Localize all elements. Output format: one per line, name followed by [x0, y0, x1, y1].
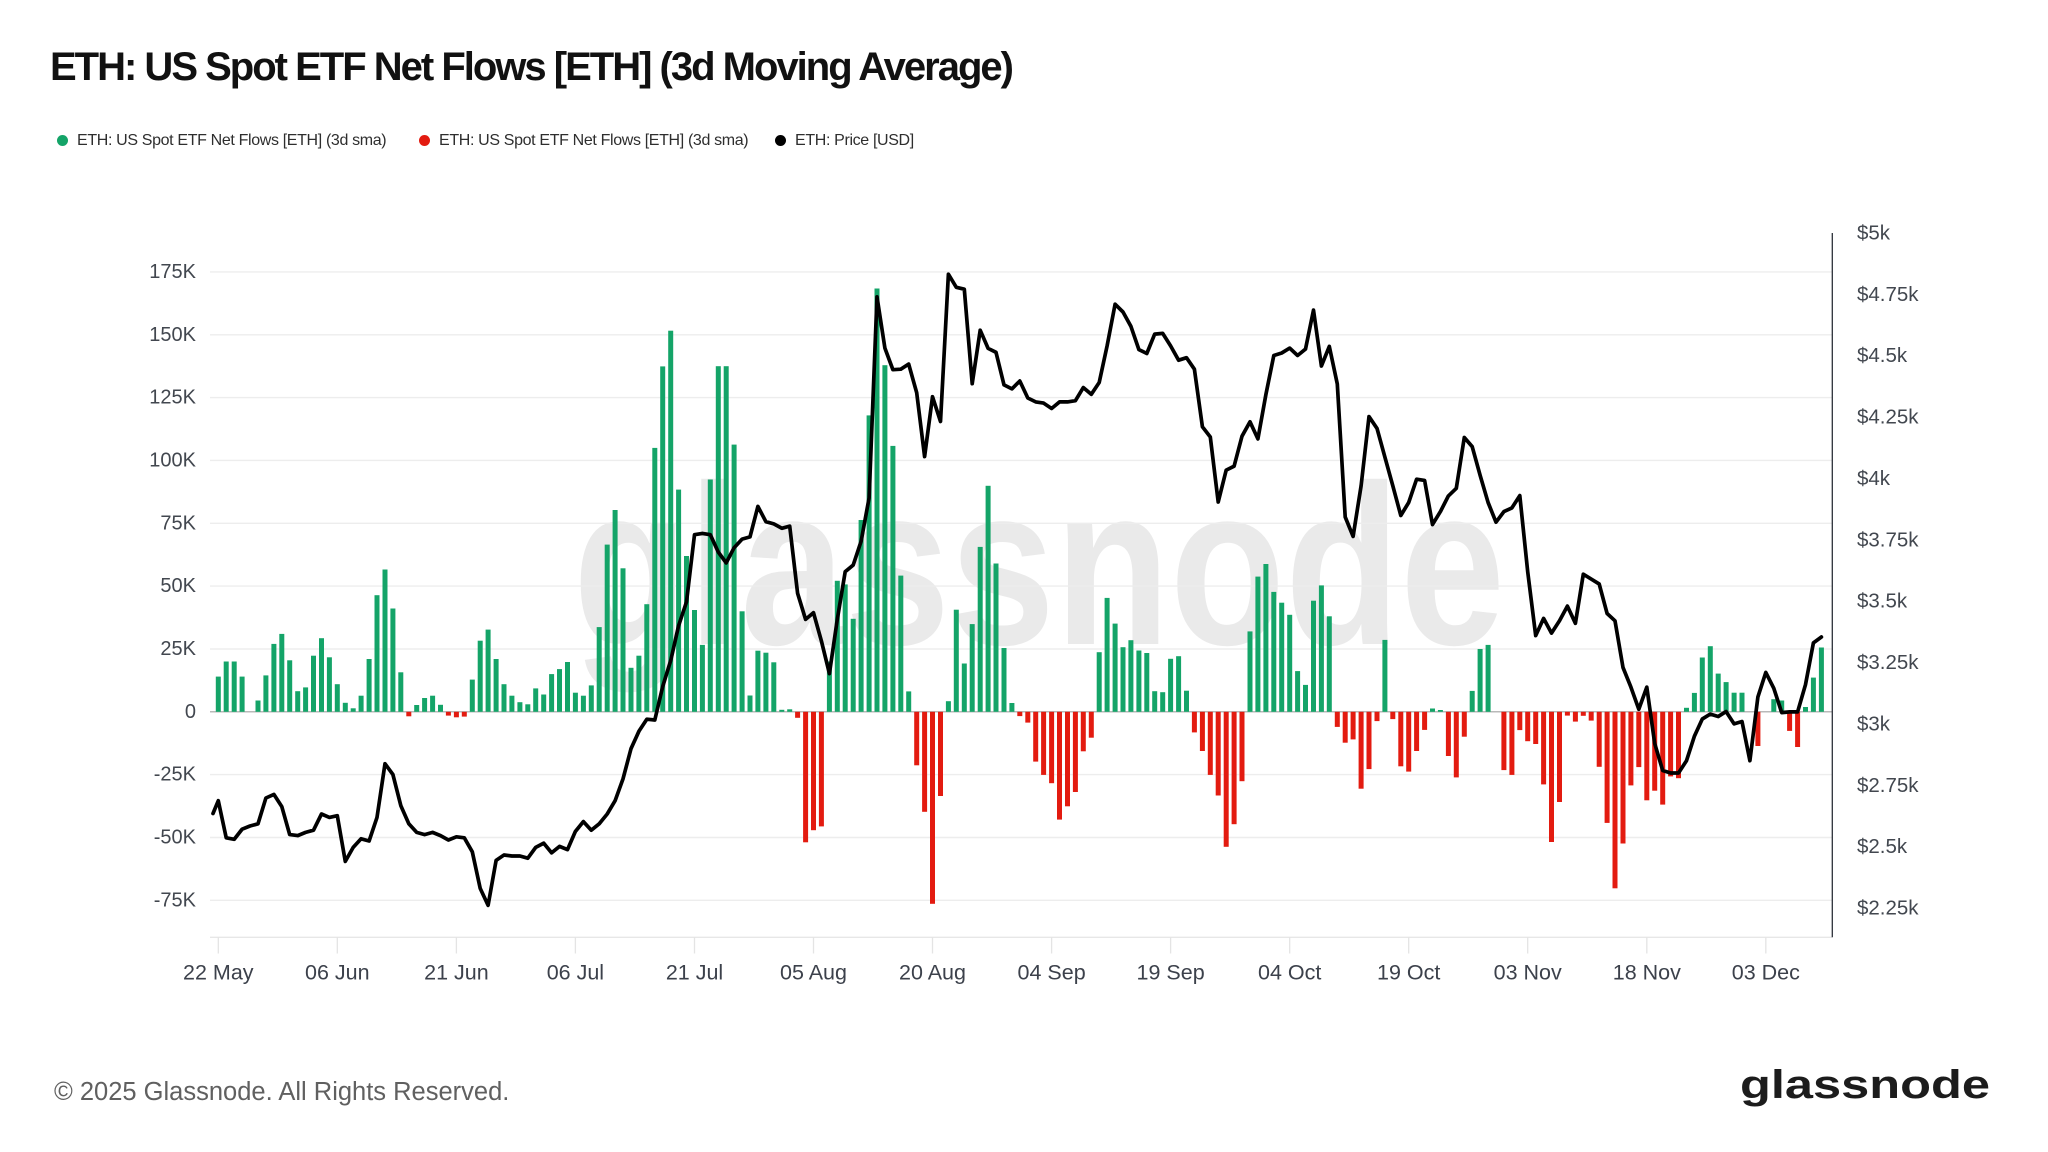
svg-text:06 Jun: 06 Jun: [305, 961, 370, 985]
svg-text:$3.5k: $3.5k: [1857, 590, 1908, 613]
svg-text:$2.25k: $2.25k: [1857, 897, 1919, 920]
svg-text:0: 0: [185, 701, 196, 723]
svg-text:06 Jul: 06 Jul: [547, 961, 604, 985]
svg-text:21 Jul: 21 Jul: [666, 961, 723, 985]
svg-text:$3k: $3k: [1857, 712, 1891, 735]
svg-text:$4.5k: $4.5k: [1857, 344, 1908, 367]
svg-text:glassnode: glassnode: [1740, 1063, 1990, 1107]
svg-text:$4.25k: $4.25k: [1857, 406, 1919, 429]
svg-text:05 Aug: 05 Aug: [780, 961, 847, 985]
svg-text:125K: 125K: [149, 387, 196, 409]
svg-text:-75K: -75K: [154, 889, 197, 911]
svg-text:75K: 75K: [160, 512, 196, 534]
svg-text:$2.75k: $2.75k: [1857, 774, 1919, 797]
svg-text:18 Nov: 18 Nov: [1613, 961, 1681, 985]
svg-text:$3.25k: $3.25k: [1857, 651, 1919, 674]
svg-text:50K: 50K: [160, 575, 196, 597]
svg-text:22 May: 22 May: [183, 961, 254, 985]
svg-text:03 Nov: 03 Nov: [1494, 961, 1562, 985]
svg-text:21 Jun: 21 Jun: [424, 961, 489, 985]
svg-text:$2.5k: $2.5k: [1857, 835, 1908, 858]
svg-text:100K: 100K: [149, 449, 196, 471]
svg-text:150K: 150K: [149, 324, 196, 346]
svg-text:04 Oct: 04 Oct: [1258, 961, 1321, 985]
svg-text:04 Sep: 04 Sep: [1018, 961, 1086, 985]
svg-text:25K: 25K: [160, 638, 196, 660]
svg-text:20 Aug: 20 Aug: [899, 961, 966, 985]
svg-text:19 Sep: 19 Sep: [1137, 961, 1205, 985]
svg-text:175K: 175K: [149, 261, 196, 283]
svg-text:$4k: $4k: [1857, 467, 1891, 490]
svg-text:-25K: -25K: [154, 764, 197, 786]
svg-text:-50K: -50K: [154, 827, 197, 849]
svg-text:$5k: $5k: [1857, 222, 1891, 245]
svg-text:19 Oct: 19 Oct: [1377, 961, 1440, 985]
svg-text:$3.75k: $3.75k: [1857, 528, 1919, 551]
svg-text:03 Dec: 03 Dec: [1732, 961, 1800, 985]
svg-text:$4.75k: $4.75k: [1857, 283, 1919, 306]
